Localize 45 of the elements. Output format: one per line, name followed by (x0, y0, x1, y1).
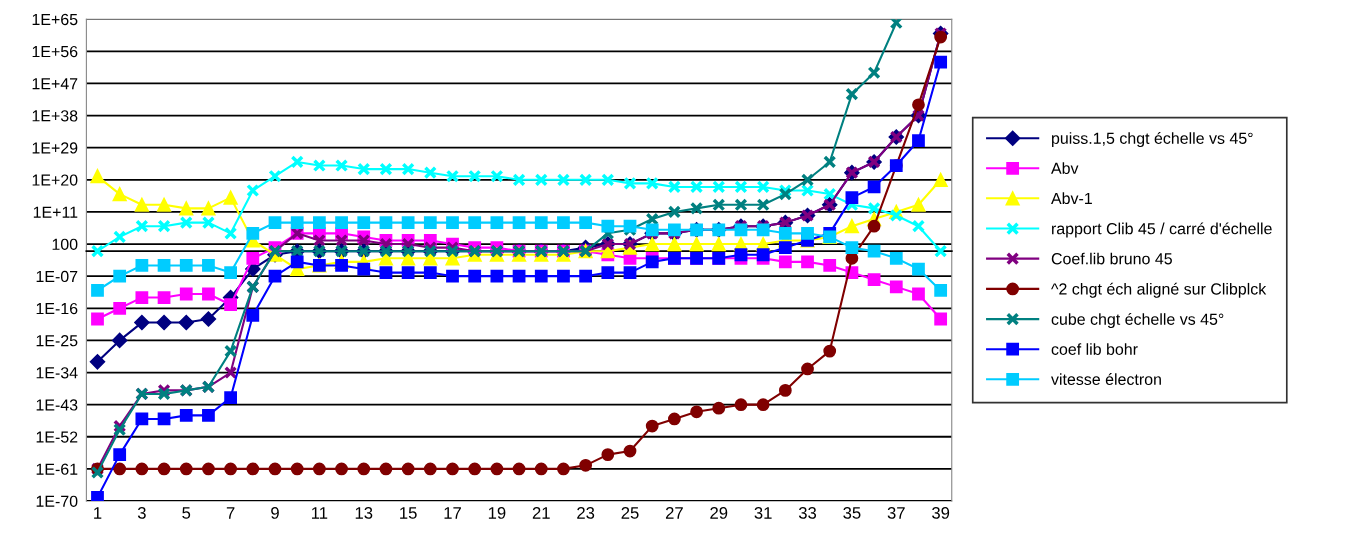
y-tick-label: 1E+65 (32, 13, 78, 26)
x-tick-label: 11 (312, 507, 328, 519)
x-tick-label: 33 (798, 507, 817, 519)
legend-label: coef lib bohr (1051, 343, 1138, 355)
x-tick-label: 23 (577, 507, 595, 519)
legend-label: cube chgt échelle vs 45° (1051, 312, 1224, 329)
x-tick-label: 9 (271, 507, 279, 519)
legend-label: Coef.lib bruno 45 (1051, 252, 1172, 265)
legend-label: Abv-1 (1051, 192, 1092, 205)
y-tick-label: 1E-16 (36, 302, 78, 315)
y-tick-label: 1E-52 (36, 431, 78, 443)
y-tick-label: 100 (52, 238, 78, 250)
y-tick-label: 1E-70 (36, 495, 78, 507)
x-tick-label: 17 (444, 507, 461, 519)
y-tick-label: 1E+38 (32, 110, 78, 122)
x-tick-label: 27 (665, 507, 683, 519)
x-tick-label: 39 (932, 507, 950, 519)
x-tick-label: 3 (137, 507, 146, 519)
x-tick-label: 7 (226, 507, 235, 519)
legend-label: Abv (1051, 162, 1079, 175)
x-tick-label: 1 (94, 507, 102, 519)
legend-label: puiss.1,5 chgt échelle vs 45° (1052, 132, 1253, 148)
x-tick-label: 31 (754, 507, 772, 519)
x-tick-label: 29 (710, 507, 728, 519)
x-tick-label: 13 (355, 507, 373, 519)
y-tick-label: 1E-07 (36, 270, 78, 283)
legend-label: rapport Clib 45 / carré d'échelle (1052, 222, 1272, 238)
x-tick-label: 15 (400, 507, 417, 519)
y-tick-label: 1E+56 (32, 45, 78, 58)
x-tick-label: 35 (843, 507, 861, 519)
x-tick-label: 19 (488, 507, 506, 519)
x-tick-label: 21 (532, 507, 550, 519)
y-tick-label: 1E+20 (32, 174, 78, 186)
x-tick-label: 37 (887, 507, 905, 519)
legend-label: ^2 chgt éch aligné sur Clibplck (1051, 282, 1267, 298)
legend-label: vitesse électron (1051, 373, 1161, 386)
y-tick-label: 1E-34 (36, 367, 78, 379)
y-tick-label: 1E-25 (36, 335, 78, 347)
x-tick-label: 25 (621, 507, 639, 519)
y-tick-label: 1E+47 (32, 78, 78, 90)
y-tick-label: 1E-43 (36, 399, 78, 411)
y-tick-label: 1E+29 (32, 142, 78, 154)
x-tick-label: 5 (182, 507, 191, 519)
y-tick-label: 1E-61 (36, 463, 78, 475)
y-tick-label: 1E+11 (33, 206, 78, 218)
